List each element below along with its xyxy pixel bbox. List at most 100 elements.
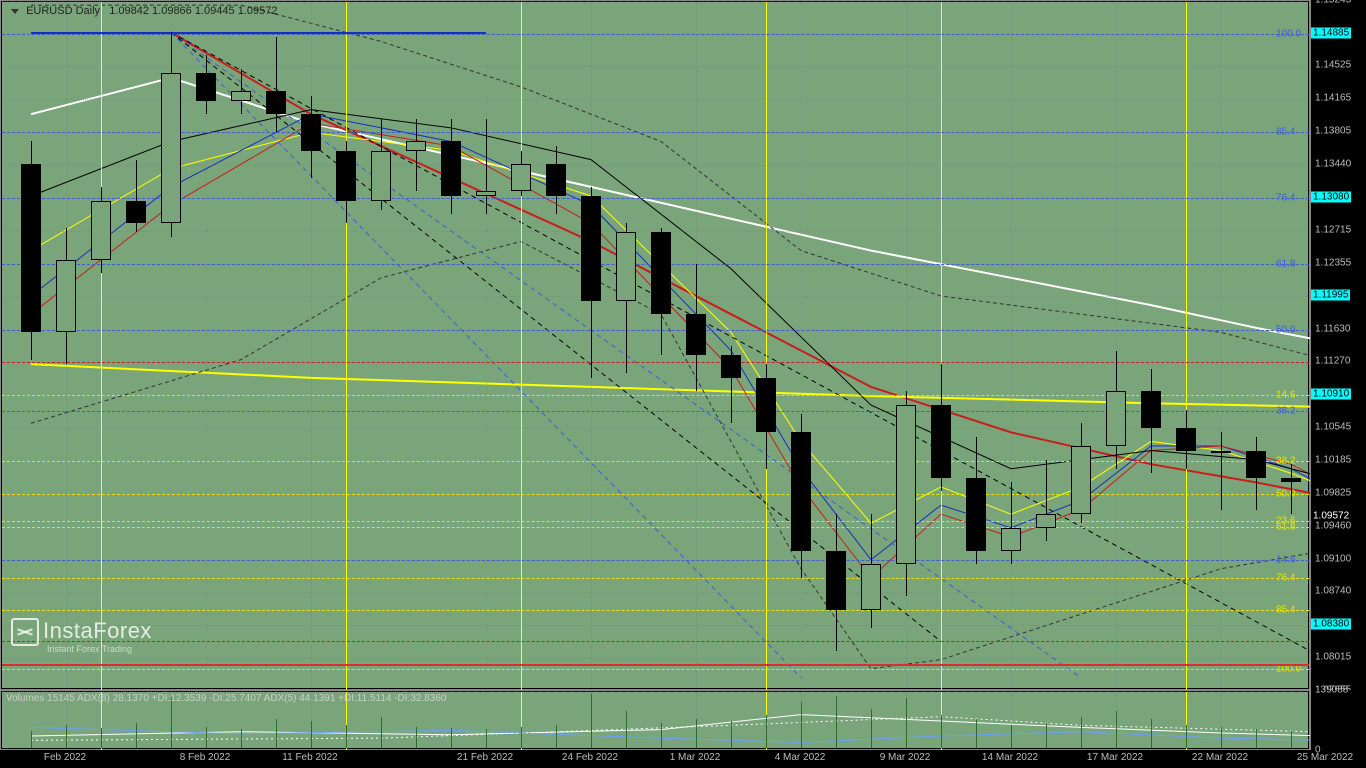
volume-bar: [206, 727, 207, 748]
candle-body[interactable]: [91, 201, 111, 260]
candle-body[interactable]: [406, 141, 426, 150]
candle-body[interactable]: [511, 164, 531, 191]
session-vline: [766, 2, 767, 690]
level-label: 23.6: [1275, 516, 1296, 527]
candle-body[interactable]: [231, 91, 251, 100]
price-marker: 1.10910: [1311, 389, 1351, 400]
candle-wick: [416, 119, 417, 192]
candle-body[interactable]: [546, 164, 566, 196]
volume-bar: [591, 694, 592, 748]
grid-v-line: [486, 2, 487, 690]
volume-bar: [101, 728, 102, 748]
watermark-logo: InstaForex Instant Forex Trading: [11, 618, 152, 654]
indicator-panel[interactable]: Volumes 15145 ADX(8) 28.1370 +DI:12.3539…: [0, 690, 1310, 750]
grid-h-line: [2, 165, 1310, 166]
level-line: [2, 132, 1309, 133]
dropdown-icon[interactable]: [11, 9, 19, 14]
ohlc-c: 1.09572: [238, 5, 278, 17]
candle-body[interactable]: [826, 551, 846, 610]
volume-bar: [136, 723, 137, 748]
time-tick-label: 1 Mar 2022: [670, 752, 721, 763]
volume-bar: [381, 717, 382, 748]
level-label: 76.4: [1275, 192, 1296, 203]
level-label: 14.6: [1275, 390, 1296, 401]
volume-bar: [1011, 725, 1012, 748]
volume-bar: [1256, 729, 1257, 748]
time-tick-label: 22 Mar 2022: [1192, 752, 1248, 763]
time-tick-label: Feb 2022: [44, 752, 86, 763]
level-label: 14.6: [1275, 554, 1296, 565]
candle-body[interactable]: [686, 314, 706, 355]
candle-body[interactable]: [581, 196, 601, 301]
level-line: [2, 330, 1309, 331]
candle-body[interactable]: [896, 405, 916, 564]
candle-body[interactable]: [1176, 428, 1196, 451]
candle-body[interactable]: [126, 201, 146, 224]
price-marker: 1.08380: [1311, 619, 1351, 630]
grid-v-line: [801, 2, 802, 690]
candle-wick: [1221, 432, 1222, 509]
volume-bar: [731, 721, 732, 748]
candle-body[interactable]: [861, 564, 881, 609]
indicator-title: Volumes 15145 ADX(8) 28.1370 +DI:12.3539…: [6, 693, 446, 704]
level-line: [2, 610, 1309, 611]
candle-wick: [1011, 482, 1012, 564]
main-chart-panel[interactable]: EURUSD Daily 1.09842 1.09866 1.09445 1.0…: [0, 0, 1310, 690]
candle-body[interactable]: [266, 91, 286, 114]
symbol-title[interactable]: EURUSD Daily 1.09842 1.09866 1.09445 1.0…: [11, 5, 277, 17]
price-tick-label: 1.13440: [1315, 159, 1351, 170]
candle-body[interactable]: [791, 432, 811, 550]
price-tick-label: 1.08015: [1315, 652, 1351, 663]
candle-body[interactable]: [476, 191, 496, 196]
price-tick-label: 1.11630: [1315, 323, 1350, 334]
candle-body[interactable]: [1211, 451, 1231, 453]
candle-body[interactable]: [966, 478, 986, 551]
logo-text: InstaForex: [43, 618, 152, 643]
candle-wick: [276, 37, 277, 132]
price-tick-label: 1.08740: [1315, 586, 1351, 597]
candle-body[interactable]: [1246, 451, 1266, 478]
level-line: [2, 641, 1309, 642]
level-label: 38.2: [1275, 406, 1296, 417]
candle-body[interactable]: [196, 73, 216, 100]
candle-body[interactable]: [56, 260, 76, 333]
candle-body[interactable]: [441, 141, 461, 196]
candle-body[interactable]: [336, 151, 356, 201]
session-vline: [521, 2, 522, 690]
candle-body[interactable]: [721, 355, 741, 378]
time-tick-label: 11 Feb 2022: [282, 752, 337, 763]
candle-body[interactable]: [1001, 528, 1021, 551]
candle-body[interactable]: [1071, 446, 1091, 514]
volume-bar: [556, 725, 557, 748]
volume-bar: [1116, 711, 1117, 748]
level-line: [2, 560, 1309, 561]
volume-bar: [451, 728, 452, 748]
time-axis: Feb 20228 Feb 202211 Feb 202221 Feb 2022…: [0, 750, 1310, 768]
candle-body[interactable]: [1281, 478, 1301, 483]
candle-body[interactable]: [931, 405, 951, 478]
candle-body[interactable]: [1106, 391, 1126, 446]
price-axis: 1.152451.148851.145251.141651.138051.134…: [1310, 0, 1366, 690]
candle-body[interactable]: [371, 151, 391, 201]
candle-body[interactable]: [651, 232, 671, 314]
indicator-tick-label: 139088: [1315, 685, 1348, 696]
grid-v-line: [1011, 2, 1012, 690]
candle-body[interactable]: [1141, 391, 1161, 427]
volume-bar: [976, 719, 977, 748]
indicator-axis: 1390880: [1310, 690, 1366, 750]
grid-h-line: [2, 1, 1310, 2]
chart-background: [2, 2, 1308, 688]
candle-body[interactable]: [21, 164, 41, 332]
grid-v-line: [1116, 2, 1117, 690]
level-label: 85.4: [1275, 126, 1296, 137]
candle-body[interactable]: [1036, 514, 1056, 528]
candle-body[interactable]: [616, 232, 636, 300]
candle-body[interactable]: [756, 378, 776, 433]
price-tick-label: 1.14165: [1315, 93, 1351, 104]
volume-bar: [941, 715, 942, 748]
candle-body[interactable]: [301, 114, 321, 150]
session-vline: [346, 2, 347, 690]
symbol-label: EURUSD: [26, 5, 72, 17]
level-label: 38.2: [1275, 456, 1296, 467]
candle-body[interactable]: [161, 73, 181, 223]
